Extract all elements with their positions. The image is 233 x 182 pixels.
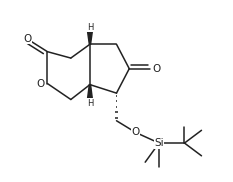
Polygon shape (87, 85, 93, 103)
Text: O: O (131, 127, 140, 137)
Polygon shape (87, 27, 93, 44)
Text: Si: Si (154, 138, 164, 148)
Text: O: O (23, 34, 31, 44)
Text: O: O (37, 79, 45, 89)
Text: O: O (153, 64, 161, 74)
Text: H: H (87, 99, 93, 108)
Text: H: H (87, 23, 93, 32)
